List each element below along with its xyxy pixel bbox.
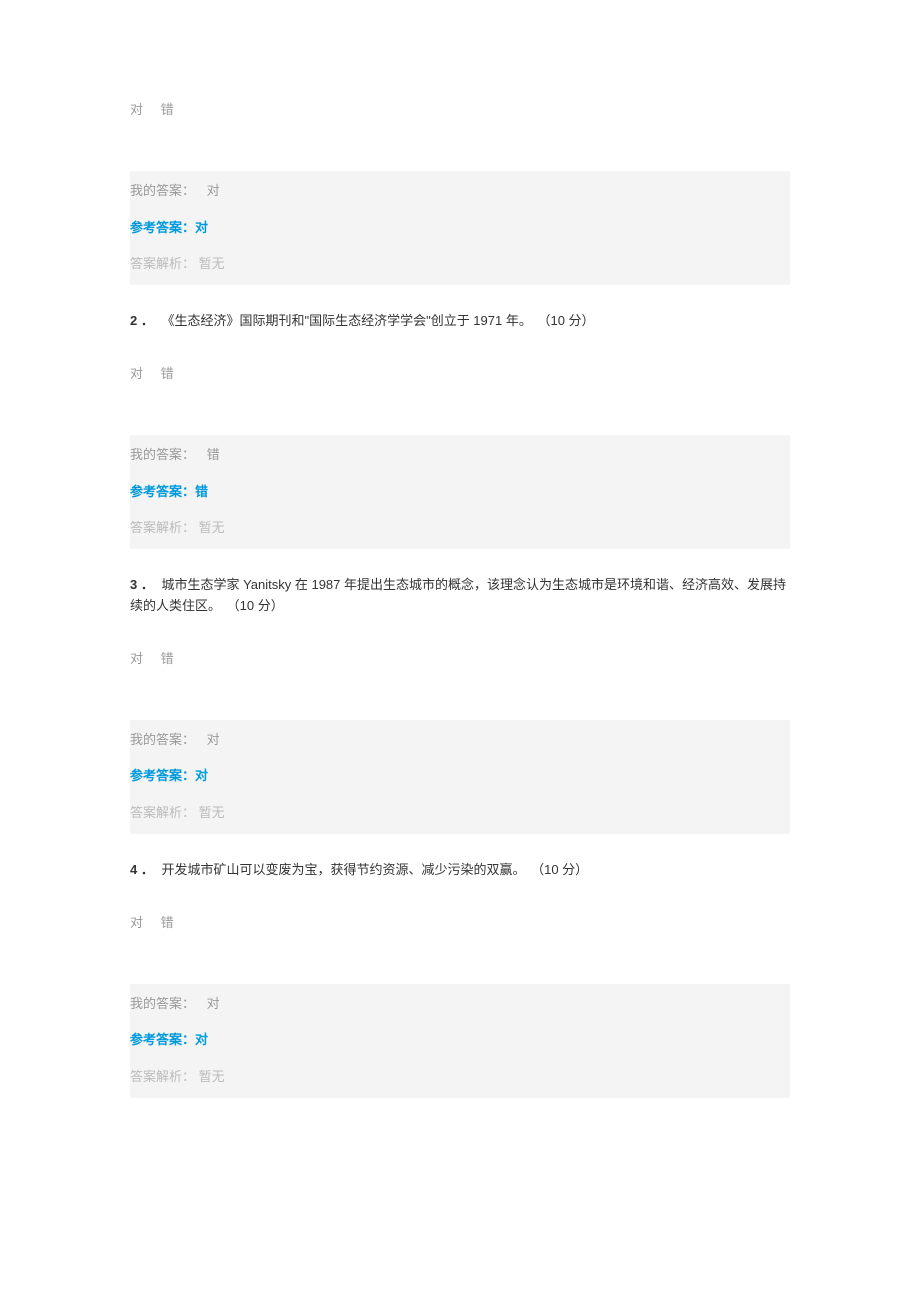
ref-answer-value: 错 (195, 484, 208, 499)
ref-answer-label: 参考答案： (130, 1032, 195, 1047)
answer-block: 我的答案： 对 参考答案：对 答案解析： 暂无 (130, 171, 790, 285)
question-text: 2 ． 《生态经济》国际期刊和"国际生态经济学学会"创立于 1971 年。 （1… (130, 311, 790, 332)
my-answer-value: 对 (207, 996, 220, 1011)
my-answer-row: 我的答案： 对 (130, 994, 790, 1015)
option-true: 对 (130, 651, 143, 666)
question-body: 开发城市矿山可以变废为宝，获得节约资源、减少污染的双赢。 (161, 862, 525, 877)
analysis-value: 暂无 (199, 256, 225, 271)
ref-answer-label: 参考答案： (130, 484, 195, 499)
question-number: 4 ． (130, 862, 154, 877)
question-text: 3 ． 城市生态学家 Yanitsky 在 1987 年提出生态城市的概念，该理… (130, 575, 790, 617)
analysis-row: 答案解析： 暂无 (130, 1067, 790, 1088)
ref-answer-row: 参考答案：对 (130, 766, 790, 787)
ref-answer-value: 对 (195, 768, 208, 783)
question-number: 3 ． (130, 577, 154, 592)
ref-answer-label: 参考答案： (130, 768, 195, 783)
my-answer-row: 我的答案： 对 (130, 181, 790, 202)
option-false: 错 (161, 915, 174, 930)
my-answer-label: 我的答案： (130, 183, 195, 198)
my-answer-row: 我的答案： 对 (130, 730, 790, 751)
ref-answer-value: 对 (195, 1032, 208, 1047)
ref-answer-label: 参考答案： (130, 220, 195, 235)
my-answer-value: 错 (207, 447, 220, 462)
option-true: 对 (130, 915, 143, 930)
question-points: （10 分） (531, 862, 588, 877)
answer-block: 我的答案： 对 参考答案：对 答案解析： 暂无 (130, 720, 790, 834)
analysis-label: 答案解析： (130, 256, 195, 271)
my-answer-label: 我的答案： (130, 996, 195, 1011)
my-answer-row: 我的答案： 错 (130, 445, 790, 466)
analysis-row: 答案解析： 暂无 (130, 518, 790, 539)
analysis-label: 答案解析： (130, 805, 195, 820)
analysis-row: 答案解析： 暂无 (130, 803, 790, 824)
question-points: （10 分） (227, 598, 284, 613)
analysis-label: 答案解析： (130, 520, 195, 535)
answer-block: 我的答案： 对 参考答案：对 答案解析： 暂无 (130, 984, 790, 1098)
analysis-row: 答案解析： 暂无 (130, 254, 790, 275)
options-row: 对 错 (130, 649, 790, 670)
question-text: 4 ． 开发城市矿山可以变废为宝，获得节约资源、减少污染的双赢。 （10 分） (130, 860, 790, 881)
options-row: 对 错 (130, 364, 790, 385)
option-false: 错 (161, 102, 174, 117)
analysis-value: 暂无 (199, 805, 225, 820)
option-false: 错 (161, 651, 174, 666)
analysis-label: 答案解析： (130, 1069, 195, 1084)
option-true: 对 (130, 102, 143, 117)
options-row: 对 错 (130, 100, 790, 121)
option-true: 对 (130, 366, 143, 381)
my-answer-label: 我的答案： (130, 732, 195, 747)
my-answer-label: 我的答案： (130, 447, 195, 462)
my-answer-value: 对 (207, 183, 220, 198)
question-body: 《生态经济》国际期刊和"国际生态经济学学会"创立于 1971 年。 (161, 313, 531, 328)
analysis-value: 暂无 (199, 520, 225, 535)
analysis-value: 暂无 (199, 1069, 225, 1084)
question-number: 2 ． (130, 313, 154, 328)
options-row: 对 错 (130, 913, 790, 934)
question-points: （10 分） (537, 313, 594, 328)
ref-answer-value: 对 (195, 220, 208, 235)
my-answer-value: 对 (207, 732, 220, 747)
ref-answer-row: 参考答案：错 (130, 482, 790, 503)
ref-answer-row: 参考答案：对 (130, 1030, 790, 1051)
option-false: 错 (161, 366, 174, 381)
answer-block: 我的答案： 错 参考答案：错 答案解析： 暂无 (130, 435, 790, 549)
ref-answer-row: 参考答案：对 (130, 218, 790, 239)
